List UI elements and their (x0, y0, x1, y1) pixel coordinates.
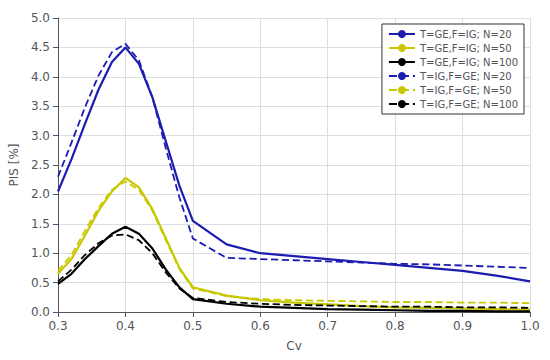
svg-text:3.0: 3.0 (31, 129, 50, 143)
svg-text:T=IG,F=GE; N=100: T=IG,F=GE; N=100 (419, 99, 518, 110)
svg-text:4.0: 4.0 (31, 70, 50, 84)
svg-text:1.5: 1.5 (31, 217, 50, 231)
svg-text:PIS [%]: PIS [%] (7, 144, 21, 187)
svg-text:0.5: 0.5 (183, 319, 202, 333)
svg-text:T=GE,F=IG; N=20: T=GE,F=IG; N=20 (419, 29, 512, 40)
svg-text:5.0: 5.0 (31, 11, 50, 25)
svg-text:2.0: 2.0 (31, 187, 50, 201)
svg-text:0.0: 0.0 (31, 305, 50, 319)
svg-text:2.5: 2.5 (31, 158, 50, 172)
svg-text:0.5: 0.5 (31, 276, 50, 290)
svg-text:0.3: 0.3 (48, 319, 67, 333)
svg-text:T=IG,F=GE; N=50: T=IG,F=GE; N=50 (419, 85, 512, 96)
svg-text:Cv: Cv (286, 339, 301, 353)
svg-text:0.9: 0.9 (453, 319, 472, 333)
svg-text:1.0: 1.0 (31, 246, 50, 260)
svg-text:T=IG,F=GE; N=20: T=IG,F=GE; N=20 (419, 71, 512, 82)
svg-text:0.7: 0.7 (318, 319, 337, 333)
svg-text:0.4: 0.4 (116, 319, 135, 333)
svg-text:T=GE,F=IG; N=100: T=GE,F=IG; N=100 (419, 57, 518, 68)
svg-text:4.5: 4.5 (31, 40, 50, 54)
svg-text:1.0: 1.0 (520, 319, 539, 333)
svg-text:0.6: 0.6 (251, 319, 270, 333)
svg-text:3.5: 3.5 (31, 99, 50, 113)
svg-text:T=GE,F=IG; N=50: T=GE,F=IG; N=50 (419, 43, 512, 54)
svg-text:0.8: 0.8 (386, 319, 405, 333)
